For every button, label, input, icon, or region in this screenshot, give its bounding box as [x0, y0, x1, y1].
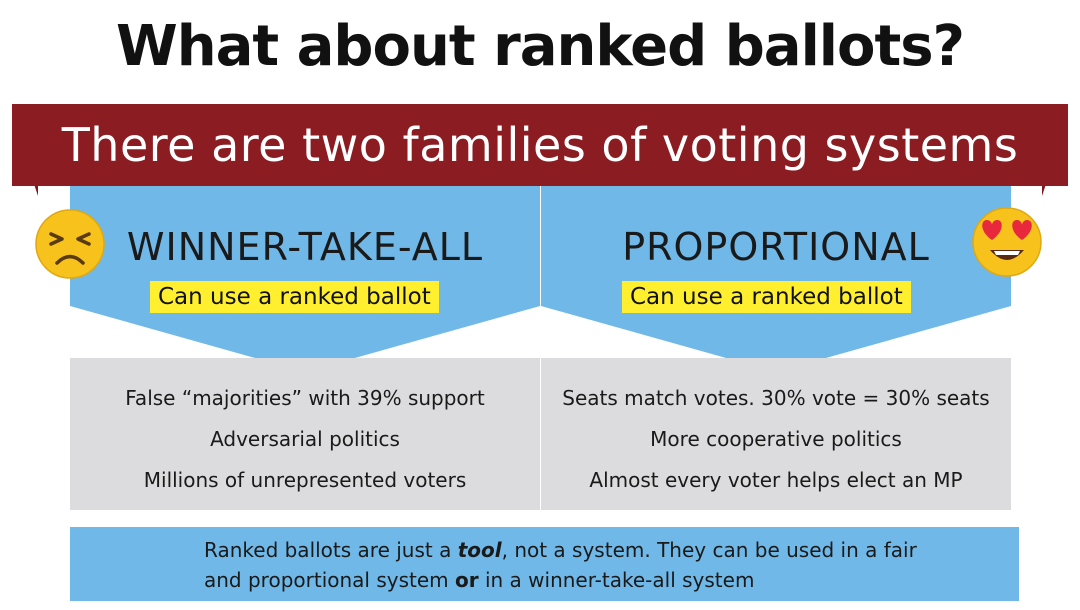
- sad-face-icon: [35, 209, 105, 279]
- footer-line-1: Ranked ballots are just a tool, not a sy…: [204, 538, 917, 562]
- list-item: More cooperative politics: [650, 427, 902, 451]
- banner-text: There are two families of voting systems: [61, 118, 1019, 172]
- proportional-arrow: [541, 186, 1011, 372]
- list-item: Adversarial politics: [210, 427, 400, 451]
- winner-take-all-arrow: [70, 186, 540, 372]
- footer-emphasis: or: [455, 568, 479, 592]
- proportional-title: PROPORTIONAL: [622, 225, 930, 269]
- proportional-ranked-note: Can use a ranked ballot: [622, 281, 911, 313]
- heart-eyes-face-icon: [972, 207, 1042, 277]
- footer-note: Ranked ballots are just a tool, not a sy…: [70, 527, 1019, 601]
- page-title: What about ranked ballots?: [115, 14, 965, 79]
- footer-text: in a winner-take-all system: [478, 568, 755, 592]
- list-item: Seats match votes. 30% vote = 30% seats: [562, 386, 990, 410]
- list-item: Almost every voter helps elect an MP: [589, 468, 963, 492]
- footer-text: , not a system. They can be used in a fa…: [501, 538, 917, 562]
- footer-text: and proportional system: [204, 568, 455, 592]
- list-item: Millions of unrepresented voters: [143, 468, 467, 492]
- list-item: False “majorities” with 39% support: [125, 386, 485, 410]
- family-arrows: [70, 186, 1011, 372]
- banner: There are two families of voting systems: [12, 104, 1068, 186]
- winner-take-all-ranked-note: Can use a ranked ballot: [150, 281, 439, 313]
- winner-take-all-title: WINNER-TAKE-ALL: [126, 225, 484, 269]
- footer-text: Ranked ballots are just a: [204, 538, 458, 562]
- footer-line-2: and proportional system or in a winner-t…: [204, 568, 754, 592]
- proportional-panel: Seats match votes. 30% vote = 30% seats …: [541, 358, 1011, 510]
- winner-take-all-panel: False “majorities” with 39% support Adve…: [70, 358, 540, 510]
- footer-emphasis: tool: [457, 538, 502, 562]
